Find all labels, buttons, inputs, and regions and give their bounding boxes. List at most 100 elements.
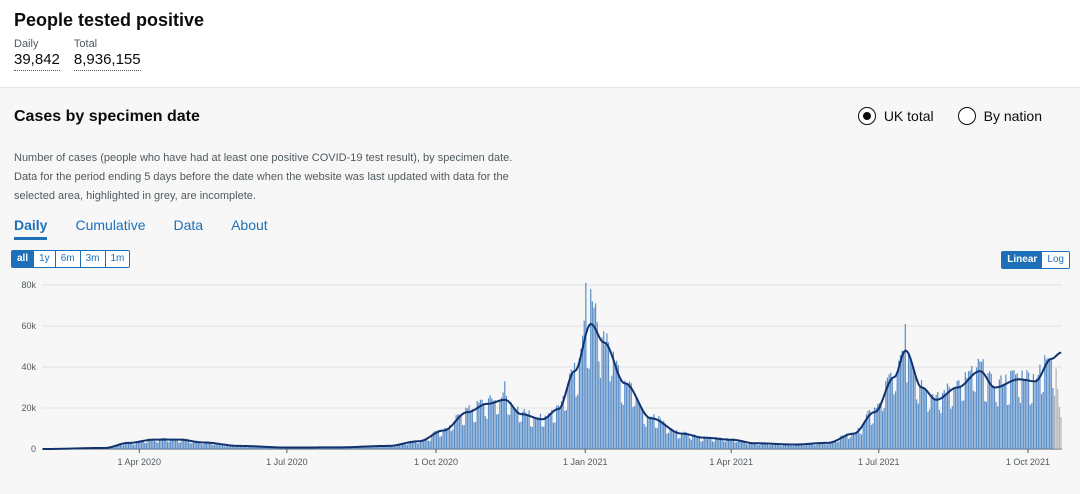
chart-bar[interactable] xyxy=(658,416,660,449)
chart-bar[interactable] xyxy=(366,446,368,449)
chart-bar[interactable] xyxy=(556,405,558,449)
chart-bar[interactable] xyxy=(682,433,684,449)
chart-bar[interactable] xyxy=(183,438,185,449)
chart-bar[interactable] xyxy=(993,388,996,449)
chart-bar[interactable] xyxy=(549,413,551,449)
chart-bar[interactable] xyxy=(533,416,535,449)
chart-bar[interactable] xyxy=(656,427,658,449)
chart-bar[interactable] xyxy=(710,437,712,449)
chart-bar[interactable] xyxy=(160,438,162,449)
chart-bar[interactable] xyxy=(830,442,832,450)
chart-bar[interactable] xyxy=(427,440,430,449)
chart-bar[interactable] xyxy=(823,441,825,449)
chart-bar[interactable] xyxy=(849,437,851,449)
chart-bar[interactable] xyxy=(442,430,444,449)
chart-bar[interactable] xyxy=(714,436,717,449)
chart-bar[interactable] xyxy=(257,447,259,449)
chart-bar[interactable] xyxy=(196,440,198,449)
chart-bar[interactable] xyxy=(740,440,743,449)
chart-bar[interactable] xyxy=(940,413,942,449)
chart-bar[interactable] xyxy=(127,442,130,449)
chart-bar[interactable] xyxy=(590,289,592,449)
chart-bar[interactable] xyxy=(903,351,905,449)
chart-bar[interactable] xyxy=(1005,374,1007,449)
chart-bar[interactable] xyxy=(942,392,944,449)
chart-bar[interactable] xyxy=(726,438,728,449)
chart-bar[interactable] xyxy=(473,421,475,449)
chart-bar[interactable] xyxy=(914,372,916,449)
chart-bar[interactable] xyxy=(327,447,329,449)
chart-bar[interactable] xyxy=(886,377,889,449)
chart-bar[interactable] xyxy=(773,443,775,449)
chart-bar[interactable] xyxy=(787,443,790,449)
chart-bar[interactable] xyxy=(916,399,918,449)
chart-bar[interactable] xyxy=(632,407,634,449)
chart-bar[interactable] xyxy=(635,397,637,449)
chart-bar[interactable] xyxy=(241,445,243,449)
chart-bar[interactable] xyxy=(526,415,529,449)
chart-bar[interactable] xyxy=(901,350,903,449)
chart-bar[interactable] xyxy=(977,358,979,449)
chart-bar[interactable] xyxy=(1039,364,1041,449)
radio-by-nation-circle[interactable] xyxy=(957,107,976,125)
chart-bar[interactable] xyxy=(645,426,647,449)
chart-bar[interactable] xyxy=(564,410,566,449)
chart-bar[interactable] xyxy=(604,344,606,449)
chart-bar[interactable] xyxy=(838,441,840,449)
chart-bar[interactable] xyxy=(922,387,924,449)
chart-bar[interactable] xyxy=(700,441,702,449)
chart-bar[interactable] xyxy=(212,445,214,449)
chart-bar[interactable] xyxy=(197,441,199,449)
chart-bar[interactable] xyxy=(189,443,191,449)
chart-bar[interactable] xyxy=(118,444,120,449)
chart-bar[interactable] xyxy=(220,444,222,449)
chart-bar[interactable] xyxy=(222,443,224,449)
chart-bar[interactable] xyxy=(693,434,696,449)
chart-bar[interactable] xyxy=(445,428,447,449)
chart-bar[interactable] xyxy=(1031,403,1033,449)
chart-bar[interactable] xyxy=(523,408,525,449)
chart-bar[interactable] xyxy=(468,405,470,449)
chart-bar[interactable] xyxy=(382,446,384,449)
chart-bar[interactable] xyxy=(713,442,715,449)
chart-bar[interactable] xyxy=(170,438,172,449)
chart-bar[interactable] xyxy=(650,416,652,449)
chart-bar[interactable] xyxy=(1024,379,1026,449)
chart-bar[interactable] xyxy=(447,428,449,449)
tab-data[interactable]: Data xyxy=(173,217,204,233)
chart-bar[interactable] xyxy=(616,360,618,449)
chart-bar[interactable] xyxy=(528,410,530,449)
chart-bar[interactable] xyxy=(888,374,890,449)
range-3m-button[interactable]: 3m xyxy=(80,251,106,267)
chart-bar[interactable] xyxy=(150,439,152,449)
chart-bar[interactable] xyxy=(486,418,488,449)
chart-bar[interactable] xyxy=(875,408,877,449)
range-1m-button[interactable]: 1m xyxy=(105,251,130,267)
chart-bar[interactable] xyxy=(659,418,662,449)
chart-bar[interactable] xyxy=(894,391,897,449)
chart-bar[interactable] xyxy=(413,441,415,449)
range-6m-button[interactable]: 6m xyxy=(55,251,81,267)
chart-bar[interactable] xyxy=(917,403,919,449)
chart-bar[interactable] xyxy=(1029,404,1031,449)
chart-bar[interactable] xyxy=(727,439,730,449)
chart-bar[interactable] xyxy=(247,446,250,449)
chart-bar[interactable] xyxy=(818,442,820,449)
chart-bar[interactable] xyxy=(954,387,957,449)
chart-bar[interactable] xyxy=(244,445,246,449)
chart-bar[interactable] xyxy=(629,381,631,449)
total-value[interactable]: 8,936,155 xyxy=(73,51,141,71)
chart-bar[interactable] xyxy=(698,436,700,449)
chart-bar[interactable] xyxy=(126,442,128,449)
chart-bar[interactable] xyxy=(246,446,248,449)
chart-bar[interactable] xyxy=(666,433,668,449)
chart-bar[interactable] xyxy=(200,444,203,449)
chart-bar[interactable] xyxy=(736,442,738,449)
chart-bar[interactable] xyxy=(836,442,838,449)
chart-bar[interactable] xyxy=(234,446,237,449)
chart-bar[interactable] xyxy=(489,395,491,449)
chart-bar[interactable] xyxy=(779,445,782,449)
chart-bar[interactable] xyxy=(749,442,751,449)
chart-bar[interactable] xyxy=(804,445,806,449)
chart-bar[interactable] xyxy=(969,370,971,449)
